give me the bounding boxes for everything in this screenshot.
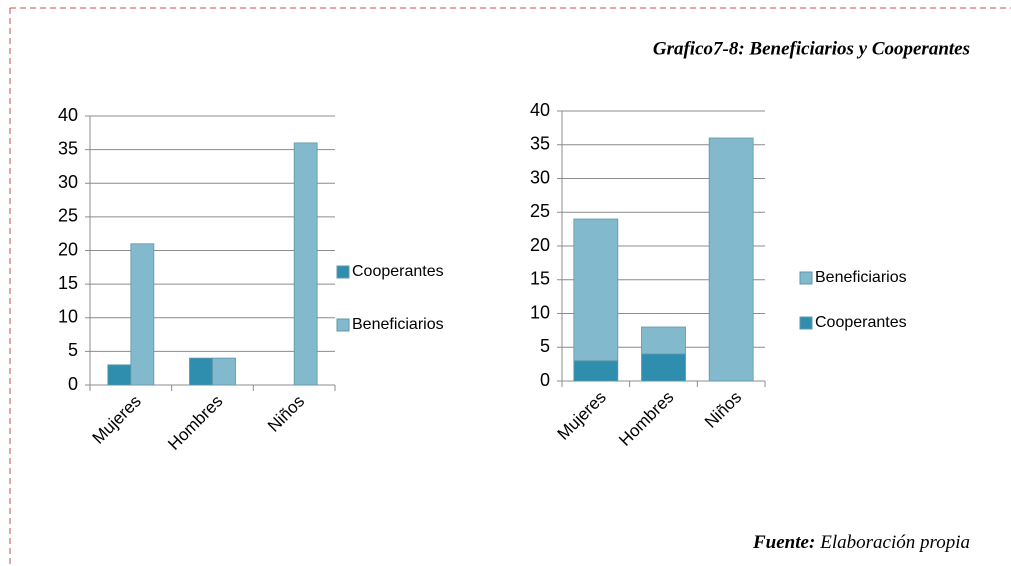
y-tick-label: 15	[530, 269, 550, 289]
y-tick-label: 10	[530, 302, 550, 322]
bar	[130, 243, 155, 386]
bar	[573, 360, 619, 382]
source-text: Elaboración propia	[819, 532, 970, 553]
x-tick-label: Niños	[701, 388, 745, 432]
y-tick-label: 35	[530, 134, 550, 154]
legend-swatch	[799, 316, 813, 330]
bar	[212, 357, 236, 386]
source: Fuente: Elaboración propia	[752, 532, 970, 553]
x-tick-label: Mujeres	[554, 388, 610, 444]
y-tick-label: 0	[540, 370, 550, 390]
source-label: Fuente:	[752, 532, 815, 553]
bar	[641, 353, 686, 382]
x-tick-label: Hombres	[164, 392, 226, 454]
bar	[107, 364, 132, 386]
y-tick-label: 5	[540, 336, 550, 356]
legend-label: Beneficiarios	[815, 269, 907, 286]
x-tick-label: Hombres	[615, 388, 677, 450]
x-tick-label: Niños	[264, 392, 308, 436]
bar	[573, 218, 619, 362]
y-tick-label: 25	[58, 206, 78, 226]
y-tick-label: 35	[58, 138, 78, 158]
x-tick-label: Mujeres	[89, 392, 145, 448]
bar	[189, 357, 213, 386]
y-tick-label: 40	[58, 105, 78, 125]
bar	[293, 142, 318, 386]
legend-label: Beneficiarios	[352, 316, 444, 333]
bar	[641, 326, 686, 355]
y-tick-label: 40	[530, 100, 550, 120]
legend-swatch	[799, 271, 813, 285]
y-tick-label: 0	[68, 374, 78, 394]
y-tick-label: 15	[58, 273, 78, 293]
bar	[708, 137, 754, 382]
caption: Grafico7-8: Beneficiarios y Cooperantes	[653, 38, 970, 59]
y-tick-label: 25	[530, 201, 550, 221]
legend-label: Cooperantes	[352, 263, 444, 280]
y-tick-label: 5	[68, 340, 78, 360]
legend-swatch	[336, 265, 350, 279]
y-tick-label: 20	[530, 235, 550, 255]
y-tick-label: 30	[58, 172, 78, 192]
legend-label: Cooperantes	[815, 314, 907, 331]
y-tick-label: 10	[58, 307, 78, 327]
legend-swatch	[336, 318, 350, 332]
y-tick-label: 20	[58, 239, 78, 259]
y-tick-label: 30	[530, 167, 550, 187]
